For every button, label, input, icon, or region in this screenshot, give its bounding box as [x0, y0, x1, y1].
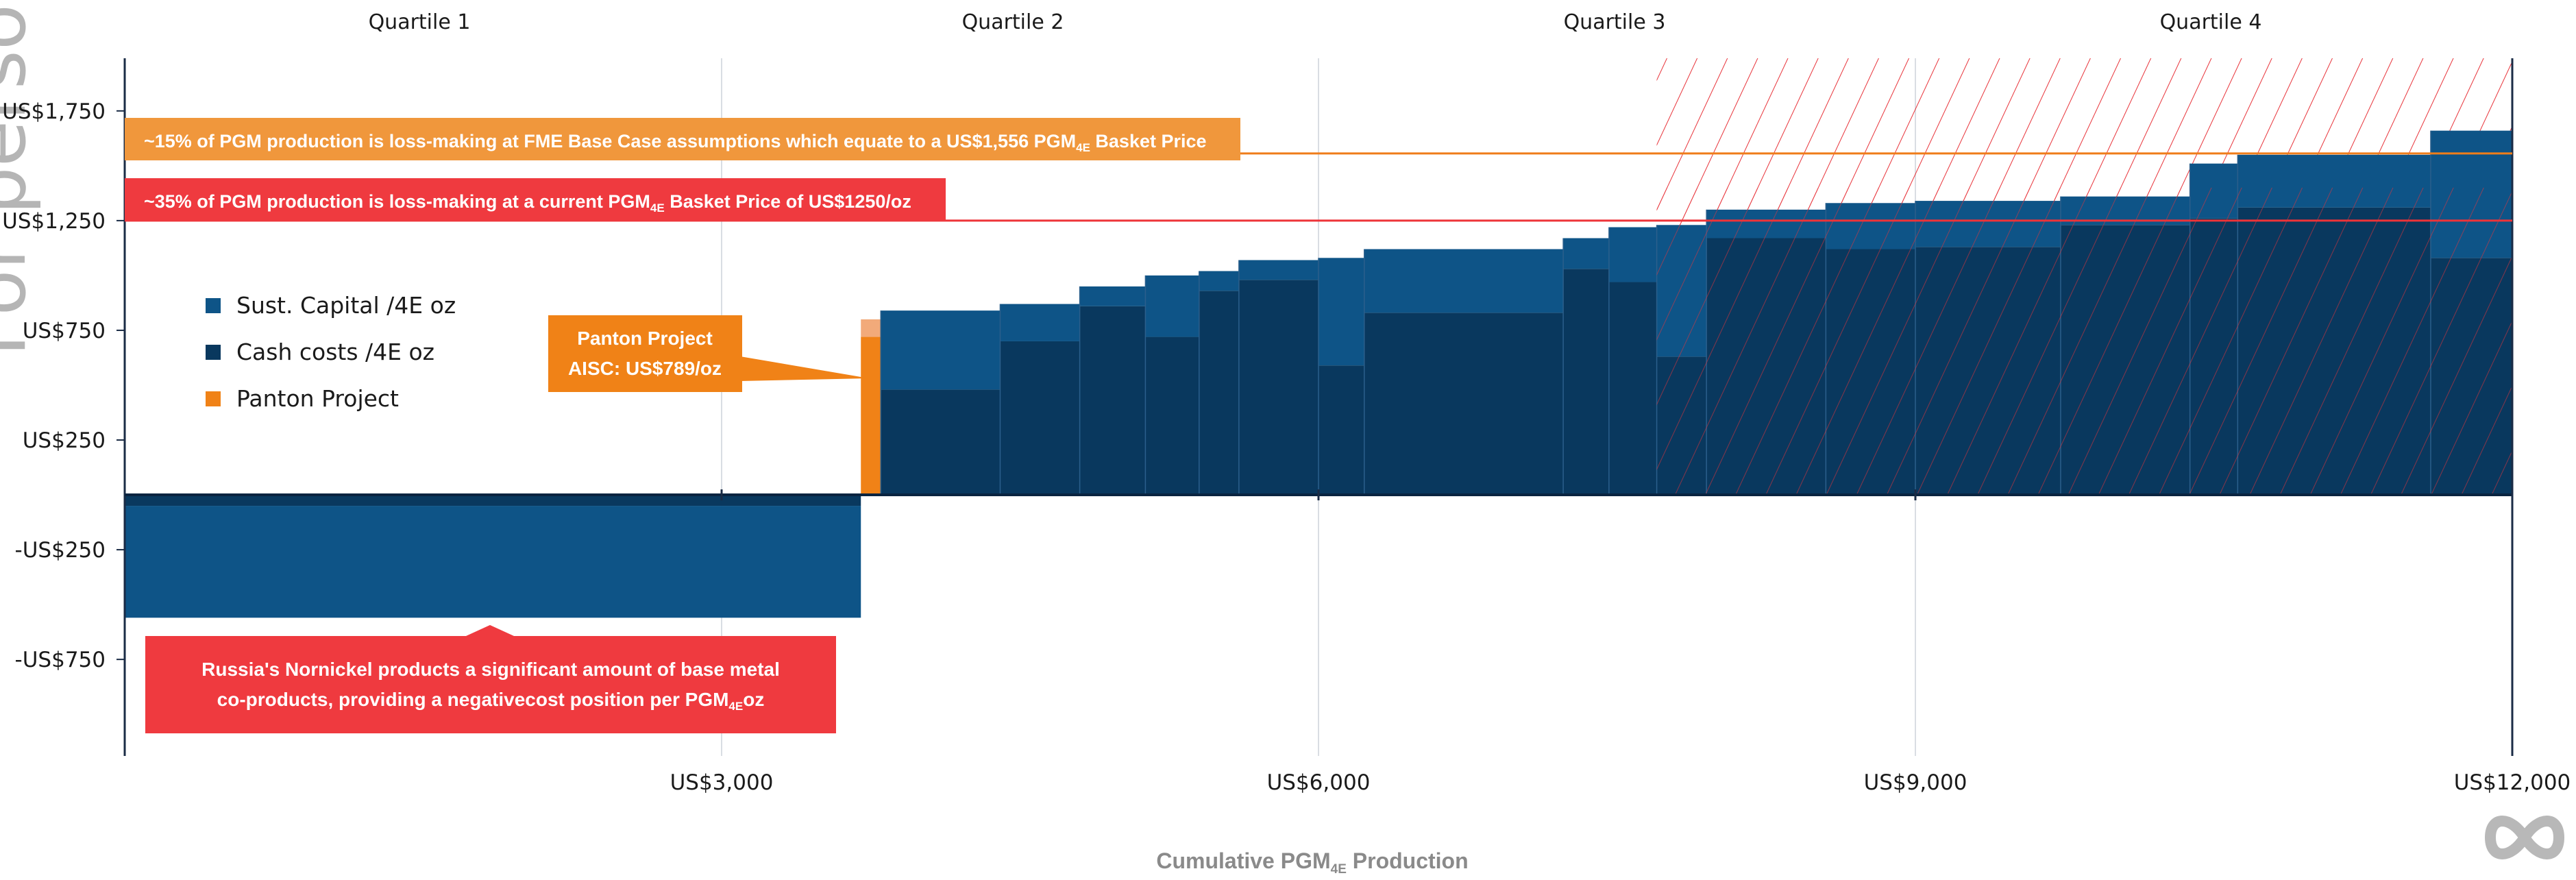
bar-11-cash-cost [1608, 282, 1657, 496]
fme-banner-text: ~15% of PGM production is loss-making at… [144, 131, 1207, 154]
current-price-banner-text-sub: 4E [650, 201, 665, 215]
fme-banner-text-main: ~15% of PGM production is loss-making at… [144, 131, 1076, 151]
legend-swatch-cash-costs [206, 345, 221, 360]
bar-10-cash-cost [1563, 269, 1609, 496]
bar-9-cash-cost [1364, 313, 1564, 496]
bar-5-cash-cost [1145, 337, 1199, 496]
watermark: For personal u [0, 0, 42, 356]
nornickel-callout-line2-main: co-products, providing a negativecost po… [217, 689, 729, 710]
legend-swatch-panton [206, 391, 221, 406]
y-tick-label-3: US$250 [23, 428, 106, 453]
fme-banner-text-tail: Basket Price [1090, 131, 1207, 151]
y-tick-label-0: US$1,750 [2, 99, 106, 124]
legend-label-cash-costs: Cash costs /4E oz [236, 339, 434, 365]
x-axis-label-sub: 4E [1331, 862, 1347, 877]
fme-banner-text-sub: 4E [1076, 141, 1090, 154]
y-tick-labels: US$1,750 US$1,250 US$750 US$250 -US$250 -US$7… [2, 99, 125, 672]
nornickel-callout-line2-tail: oz [743, 689, 764, 710]
x-tick-label-0: US$3,000 [670, 770, 774, 795]
nornickel-callout: Russia's Nornickel products a significan… [145, 625, 836, 733]
bar-4-cash-cost [1079, 306, 1146, 496]
current-price-banner-text: ~35% of PGM production is loss-making at… [144, 191, 911, 215]
bar-0-sust-capital [125, 506, 861, 618]
nornickel-callout-line2-sub: 4E [728, 700, 743, 713]
legend-label-panton: Panton Project [236, 385, 399, 412]
bar-1-cash-cost [861, 337, 881, 496]
corner-logo-icon [2484, 816, 2565, 859]
y-tick-label-5: -US$750 [15, 648, 106, 672]
bar-2-cash-cost [881, 389, 1001, 496]
nornickel-callout-line2: co-products, providing a negativecost po… [217, 689, 765, 713]
panton-callout-line2: AISC: US$789/oz [568, 358, 722, 379]
legend-swatch-sust-capital [206, 298, 221, 313]
x-tick-label-1: US$6,000 [1267, 770, 1371, 795]
panton-callout-line1: Panton Project [577, 328, 713, 349]
bar-8-sust-capital [1318, 258, 1364, 366]
legend-label-sust-capital: Sust. Capital /4E oz [236, 292, 456, 319]
bar-8-cash-cost [1318, 365, 1364, 496]
quartile-1-label: Quartile 1 [369, 10, 471, 34]
nornickel-callout-box [145, 625, 836, 733]
bar-7-cash-cost [1238, 280, 1318, 496]
quartile-3-label: Quartile 3 [1564, 10, 1666, 34]
panton-callout: Panton Project AISC: US$789/oz [548, 315, 869, 392]
bar-5-sust-capital [1145, 275, 1199, 337]
current-price-banner-text-tail: Basket Price of US$1250/oz [665, 191, 911, 212]
nornickel-callout-line1: Russia's Nornickel products a significan… [201, 659, 780, 680]
bar-6-sust-capital [1199, 271, 1239, 291]
panton-callout-pointer [740, 356, 869, 381]
quartile-4-label: Quartile 4 [2160, 10, 2262, 34]
y-tick-label-2: US$750 [23, 319, 106, 343]
x-tick-label-2: US$9,000 [1864, 770, 1967, 795]
bar-6-cash-cost [1199, 291, 1239, 496]
y-tick-label-1: US$1,250 [2, 209, 106, 234]
quartile-headers: Quartile 1 Quartile 2 Quartile 3 Quartil… [369, 10, 2262, 34]
watermark-text: For personal u [0, 0, 42, 356]
reference-lines: ~15% of PGM production is loss-making at… [125, 118, 2512, 222]
bar-3-sust-capital [1000, 304, 1080, 341]
loss-making-hatch-overlay [1656, 187, 2512, 496]
bar-0-cash-cost [125, 495, 861, 506]
current-price-banner-text-main: ~35% of PGM production is loss-making at… [144, 191, 650, 212]
bar-3-cash-cost [1000, 341, 1080, 496]
bar-7-sust-capital [1238, 260, 1318, 280]
bar-4-sust-capital [1079, 286, 1146, 306]
bar-10-sust-capital [1563, 238, 1609, 269]
x-tick-label-3: US$12,000 [2454, 770, 2571, 795]
x-axis-label: Cumulative PGM4E Production [1156, 848, 1468, 877]
bar-1-sust-capital [861, 319, 881, 337]
quartile-2-label: Quartile 2 [962, 10, 1064, 34]
bar-2-sust-capital [881, 310, 1001, 390]
x-axis-label-main: Cumulative PGM [1156, 848, 1330, 873]
current-price-banner [125, 178, 946, 221]
x-axis-label-tail: Production [1347, 848, 1469, 873]
legend: Sust. Capital /4E oz Cash costs /4E oz P… [206, 292, 456, 412]
bar-9-sust-capital [1364, 249, 1564, 313]
bar-11-sust-capital [1608, 227, 1657, 282]
x-tick-labels: US$3,000 US$6,000 US$9,000 US$12,000 [670, 489, 2571, 795]
panton-callout-box [548, 315, 742, 392]
y-tick-label-4: -US$250 [15, 538, 106, 563]
fme-banner [125, 118, 1240, 160]
